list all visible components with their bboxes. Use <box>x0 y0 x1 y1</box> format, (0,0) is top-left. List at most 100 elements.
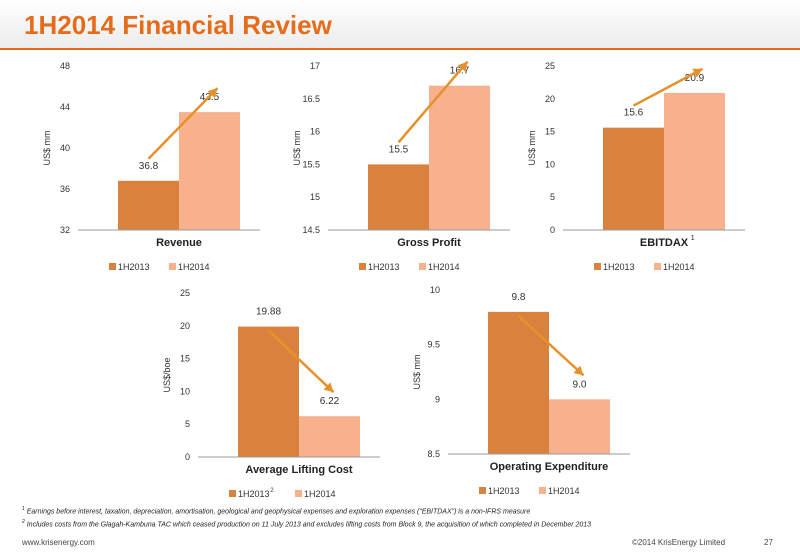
legend-swatch <box>169 263 176 270</box>
bar-1H2014 <box>664 92 725 230</box>
legend-swatch <box>594 263 601 270</box>
legend-label: 1H2013 <box>603 262 635 272</box>
y-tick-label: 8.5 <box>427 449 440 459</box>
value-label: 9.0 <box>573 379 587 390</box>
legend-swatch <box>229 490 236 497</box>
y-tick-label: 10 <box>430 285 440 295</box>
trend-arrow-head <box>692 68 703 78</box>
trend-arrow <box>632 67 704 107</box>
trend-arrow <box>147 87 219 160</box>
y-tick-label: 9 <box>435 394 440 404</box>
y-tick-label: 14.5 <box>302 225 320 235</box>
footnote-1: 1 Earnings before interest, taxation, de… <box>22 504 782 517</box>
legend-swatch <box>479 487 486 494</box>
page-number: 27 <box>764 538 773 547</box>
y-axis-label: US$ mm <box>292 130 302 165</box>
y-tick-label: 40 <box>60 143 70 153</box>
y-axis-label: US$ mm <box>42 130 52 165</box>
value-label: 6.22 <box>320 396 340 407</box>
footnote-1-marker: 1 <box>22 506 25 512</box>
y-tick-label: 25 <box>180 288 190 298</box>
legend-label: 1H2013 <box>368 262 400 272</box>
y-axis-label: US$/boe <box>162 357 172 392</box>
y-tick-label: 20 <box>180 321 190 331</box>
value-label: 15.6 <box>624 108 644 119</box>
trend-arrow-head <box>573 365 584 376</box>
operating-expenditure-chart: 8.5 9 9.5 10 US$ mm 9.8 9.0 Operating Expenditu… <box>412 285 630 496</box>
title-band <box>0 0 800 48</box>
y-axis-label: US$ mm <box>412 354 422 389</box>
y-tick-label: 0 <box>185 452 190 462</box>
legend-swatch <box>539 487 546 494</box>
value-label: 20.9 <box>685 73 705 84</box>
y-tick-label: 0 <box>550 225 555 235</box>
average-lifting-cost-chart: 0 5 10 15 20 25 US$/boe 19.88 6.22 Average Liftin… <box>162 288 380 499</box>
footnote-1-text: Earnings before interest, taxation, depr… <box>26 508 531 516</box>
legend-label: 1H2014 <box>548 486 580 496</box>
y-tick-label: 20 <box>545 94 555 104</box>
legend-swatch <box>295 490 302 497</box>
trend-arrow <box>517 314 585 377</box>
ebitdax-chart: 0 5 10 15 20 25 US$ mm 15.6 20.9 EBITDAX 1 1H2013 1H… <box>527 61 745 272</box>
copyright-notice: ©2014 KrisEnergy Limited <box>632 538 726 547</box>
footnotes: 1 Earnings before interest, taxation, de… <box>22 504 782 531</box>
trend-arrow <box>397 60 469 144</box>
y-tick-label: 16.5 <box>302 94 320 104</box>
y-tick-label: 36 <box>60 184 70 194</box>
legend-label: 1H2014 <box>663 262 695 272</box>
value-label: 15.5 <box>389 144 409 155</box>
legend-label: 1H2014 <box>178 262 210 272</box>
y-tick-label: 10 <box>545 159 555 169</box>
bar-1H2013 <box>238 326 299 457</box>
y-tick-label: 15 <box>310 192 320 202</box>
y-tick-label: 44 <box>60 102 70 112</box>
legend-label: 1H2013 <box>118 262 150 272</box>
legend-swatch <box>359 263 366 270</box>
value-label: 19.88 <box>256 307 281 318</box>
bar-1H2014 <box>179 112 240 230</box>
y-tick-label: 25 <box>545 61 555 71</box>
bar-1H2013 <box>488 311 549 454</box>
value-label: 9.8 <box>512 292 526 303</box>
legend-label: 1H2014 <box>304 489 336 499</box>
legend-superscript: 2 <box>270 488 274 494</box>
y-tick-label: 48 <box>60 61 70 71</box>
trend-arrow-head <box>457 61 468 72</box>
y-tick-label: 15 <box>545 127 555 137</box>
bar-1H2013 <box>368 164 429 230</box>
legend-label: 1H2014 <box>428 262 460 272</box>
y-tick-label: 32 <box>60 225 70 235</box>
y-tick-label: 15.5 <box>302 159 320 169</box>
y-tick-label: 9.5 <box>427 340 440 350</box>
trend-arrow <box>267 329 335 394</box>
y-tick-label: 16 <box>310 127 320 137</box>
bar-1H2013 <box>118 180 179 230</box>
y-tick-label: 5 <box>550 192 555 202</box>
chart-title-superscript: 1 <box>691 235 695 242</box>
trend-arrow-head <box>207 88 218 99</box>
footnote-2: 2 Includes costs from the Glagah-Kambuna… <box>22 517 782 530</box>
y-tick-label: 10 <box>180 386 190 396</box>
y-tick-label: 17 <box>310 61 320 71</box>
y-tick-label: 15 <box>180 354 190 364</box>
chart-title: Operating Expenditure <box>490 461 609 473</box>
legend-label: 1H2013 <box>488 486 520 496</box>
legend-label: 1H2013 <box>238 489 270 499</box>
bar-1H2013 <box>603 127 664 230</box>
website-link[interactable]: www.krisenergy.com <box>22 538 95 547</box>
bar-1H2014 <box>299 416 360 457</box>
value-label: 36.8 <box>139 161 159 172</box>
legend-swatch <box>109 263 116 270</box>
legend-swatch <box>419 263 426 270</box>
legend-swatch <box>654 263 661 270</box>
chart-title: Average Lifting Cost <box>245 464 352 476</box>
bar-1H2014 <box>549 399 610 454</box>
trend-arrow-head <box>323 382 334 393</box>
title-divider <box>0 48 800 50</box>
bar-1H2014 <box>429 85 490 231</box>
y-axis-label: US$ mm <box>527 130 537 165</box>
y-tick-label: 5 <box>185 419 190 429</box>
footnote-2-text: Includes costs from the Glagah-Kambuna T… <box>26 521 592 529</box>
